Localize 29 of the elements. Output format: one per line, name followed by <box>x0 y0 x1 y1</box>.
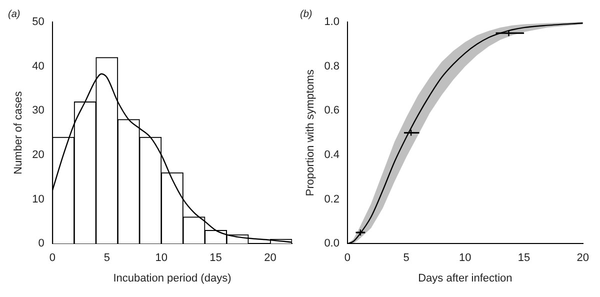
x-tick-label: 0 <box>344 252 351 264</box>
x-axis-title: Incubation period (days) <box>113 272 232 284</box>
y-tick-label: 1.0 <box>324 16 340 28</box>
x-tick-label: 15 <box>210 252 222 264</box>
y-tick-label: 20 <box>32 148 44 161</box>
y-tick-label: 30 <box>32 104 44 117</box>
y-tick-label: 10 <box>32 193 44 206</box>
x-tick-label: 20 <box>264 252 276 264</box>
y-tick-label: 40 <box>32 60 44 72</box>
y-axis-title: Number of cases <box>12 90 25 174</box>
y-tick-label: 0.8 <box>324 60 340 72</box>
point <box>505 29 512 37</box>
y-tick-label: 0.4 <box>324 148 340 161</box>
x-axis-title: Days after infection <box>418 272 512 284</box>
y-tick-label: 0.2 <box>324 193 340 206</box>
x-tick-label: 0 <box>49 252 56 264</box>
x-tick-label: 15 <box>518 252 530 264</box>
x-tick-label: 20 <box>576 252 590 264</box>
chart-title: (b) <box>300 8 312 20</box>
y-tick-label: 0.6 <box>324 104 340 117</box>
y-tick-label: 0.0 <box>324 238 340 250</box>
y-tick-label: 0 <box>38 238 44 250</box>
y-tick-label: 50 <box>32 16 44 28</box>
x-tick-label: 5 <box>104 252 110 264</box>
x-tick-label: 10 <box>155 252 168 264</box>
y-axis-title: Proportion with symptoms <box>304 69 317 196</box>
x-tick-label: 5 <box>403 252 410 264</box>
x-tick-label: 10 <box>459 252 472 264</box>
chart-title: (a) <box>8 8 20 20</box>
